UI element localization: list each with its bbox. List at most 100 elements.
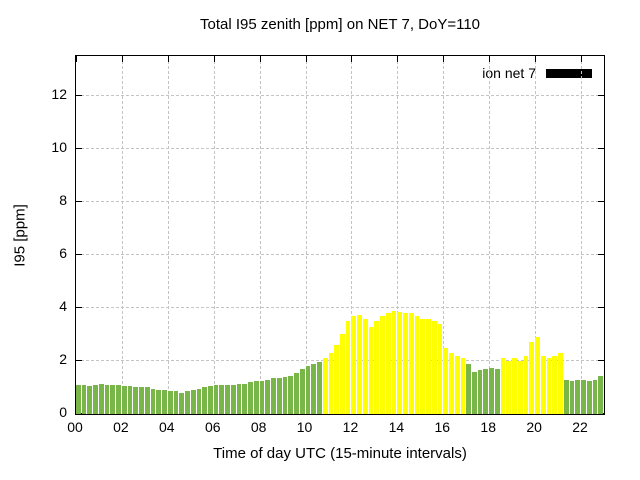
x-tick-label: 18 [480, 419, 496, 435]
bar [259, 380, 265, 414]
x-tick-mark [397, 56, 399, 62]
bar [345, 321, 351, 414]
bar [213, 384, 219, 414]
bar [162, 390, 167, 414]
x-tick-label: 10 [296, 419, 313, 435]
bar [540, 355, 546, 414]
y-tick-label: 8 [59, 191, 67, 208]
bar [454, 355, 460, 414]
x-tick-label: 14 [388, 419, 405, 435]
bar [340, 334, 345, 414]
bar [368, 326, 374, 414]
bar [328, 353, 334, 414]
bar [127, 386, 133, 414]
gridline-vertical [213, 56, 215, 414]
bar [248, 382, 253, 414]
bar [414, 315, 420, 414]
x-tick-mark [443, 56, 445, 62]
bar [294, 372, 299, 414]
bar [133, 387, 139, 414]
legend: ion net 7 [482, 65, 592, 81]
bar [139, 387, 144, 414]
bar [179, 392, 185, 414]
y-tick-mark [598, 306, 604, 308]
y-tick-label: 2 [59, 350, 67, 367]
bar [546, 358, 552, 414]
x-tick-label: 22 [572, 419, 588, 435]
bar [472, 371, 477, 414]
x-tick-mark [489, 56, 491, 62]
bar [167, 391, 173, 414]
bar [190, 390, 196, 414]
x-tick-label: 06 [204, 419, 221, 435]
gridline-vertical [167, 56, 169, 414]
y-tick-label: 6 [59, 244, 67, 261]
bar [76, 384, 81, 414]
y-tick-label: 10 [51, 138, 67, 155]
y-tick-mark [76, 253, 82, 255]
x-tick-mark [121, 56, 123, 62]
y-tick-label: 0 [59, 404, 67, 420]
bar [483, 368, 489, 414]
gridline-horizontal [76, 306, 604, 308]
bar [208, 386, 213, 414]
x-tick-mark [581, 56, 583, 62]
bar [305, 366, 311, 414]
y-tick-mark [598, 359, 604, 361]
bar [420, 318, 426, 414]
bar [334, 345, 339, 414]
bar [317, 362, 322, 414]
y-tick-mark [598, 94, 604, 96]
x-tick-mark [167, 56, 169, 62]
bar [494, 368, 500, 414]
gridline-vertical [121, 56, 123, 414]
y-tick-mark [76, 306, 82, 308]
y-tick-mark [76, 359, 82, 361]
bar [523, 355, 529, 414]
gridline-vertical [397, 56, 399, 414]
gridline-vertical [489, 56, 491, 414]
bar [449, 353, 454, 414]
bar [460, 358, 466, 414]
bar [437, 323, 443, 414]
bar [271, 378, 276, 414]
legend-swatch [546, 68, 592, 78]
gridline-horizontal [76, 94, 604, 96]
bar [185, 391, 190, 414]
bar [225, 384, 230, 414]
bar [426, 318, 431, 414]
bar [506, 360, 512, 414]
gridline-vertical [581, 56, 583, 414]
bar [104, 384, 110, 414]
bar [397, 311, 403, 414]
bar [500, 358, 506, 414]
gridline-horizontal [76, 200, 604, 202]
bar [563, 379, 569, 414]
bar [265, 379, 271, 414]
bar [81, 384, 87, 414]
bar [116, 384, 121, 414]
y-tick-mark [598, 253, 604, 255]
bar [529, 342, 535, 414]
legend-label: ion net 7 [482, 65, 536, 81]
bar [242, 383, 248, 414]
bar [517, 360, 523, 414]
x-tick-label: 16 [434, 419, 451, 435]
bar [87, 386, 93, 414]
x-tick-label: 00 [67, 419, 83, 435]
bar [110, 384, 116, 414]
bar [93, 384, 98, 414]
bar [592, 379, 598, 414]
gridline-vertical [305, 56, 307, 414]
y-tick-label: 4 [59, 297, 67, 314]
y-tick-mark [76, 94, 82, 96]
bar [230, 384, 236, 414]
bar [586, 380, 592, 414]
x-tick-label: 12 [342, 419, 359, 435]
bar [443, 347, 449, 414]
y-tick-mark [598, 200, 604, 202]
bar [431, 321, 437, 414]
bar [311, 363, 317, 414]
bar [581, 379, 586, 414]
x-tick-mark [213, 56, 215, 62]
